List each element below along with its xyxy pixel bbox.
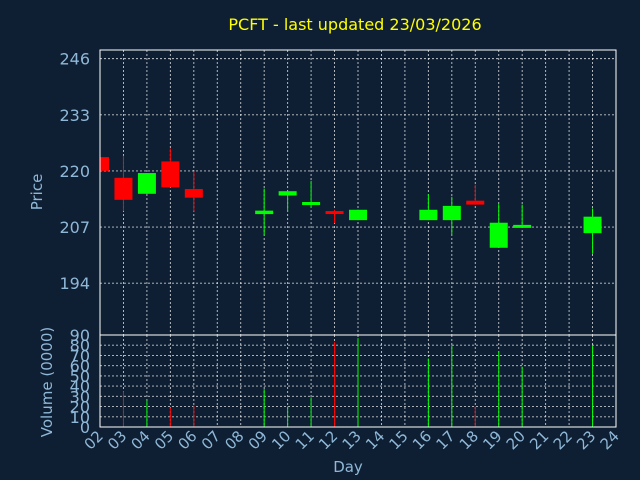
x-tick-label: 18 <box>456 427 482 453</box>
x-tick-label: 20 <box>503 427 529 453</box>
price-tick-label: 220 <box>59 162 90 181</box>
x-tick-label: 04 <box>128 427 154 453</box>
price-tick-label: 207 <box>59 218 90 237</box>
x-tick-label: 15 <box>386 427 412 453</box>
candle-body <box>325 211 344 215</box>
candle-body <box>100 157 109 171</box>
x-tick-label: 09 <box>245 427 271 453</box>
candle-body <box>442 205 461 221</box>
x-tick-label: 16 <box>409 427 435 453</box>
price-y-axis: 194 207 220 233 246 <box>59 50 90 294</box>
candle-body <box>278 191 297 196</box>
volume-tick-label: 90 <box>70 326 90 345</box>
volume-tick-label: 30 <box>70 387 90 406</box>
volume-tick-label: 0 <box>80 418 90 437</box>
candle-body <box>583 216 602 234</box>
candle-body <box>466 200 485 205</box>
price-panel-frame <box>99 49 617 336</box>
volume-tick-label: 10 <box>70 408 90 427</box>
price-tick-label: 194 <box>59 274 90 293</box>
volume-bars <box>122 338 594 427</box>
x-tick-label: 10 <box>268 427 294 453</box>
x-tick-label: 14 <box>362 427 388 453</box>
x-tick-label: 22 <box>550 427 576 453</box>
volume-tick-label: 20 <box>70 398 90 417</box>
candle-body <box>184 189 203 198</box>
x-tick-label: 13 <box>339 427 365 453</box>
x-tick-label: 05 <box>151 427 177 453</box>
x-tick-label: 12 <box>315 427 341 453</box>
x-tick-label: 19 <box>479 427 505 453</box>
x-tick-label: 03 <box>104 427 130 453</box>
candle-body <box>489 222 508 248</box>
volume-tick-label: 60 <box>70 357 90 376</box>
x-tick-label: 17 <box>432 427 458 453</box>
x-tick-label: 11 <box>292 427 318 453</box>
candle-body <box>513 224 532 228</box>
volume-tick-label: 50 <box>70 367 90 386</box>
price-tick-label: 246 <box>59 50 90 69</box>
volume-tick-label: 80 <box>70 336 90 355</box>
x-axis-label: Day <box>333 458 363 476</box>
volume-panel-frame <box>99 334 617 428</box>
candle-body <box>161 161 180 188</box>
chart-title: PCFT - last updated 23/03/2026 <box>228 15 481 34</box>
x-tick-label: 07 <box>198 427 224 453</box>
candle-body <box>302 202 321 205</box>
price-grid <box>99 50 617 335</box>
candle-body <box>419 209 438 221</box>
y-axis-label-volume: Volume (0000) <box>38 327 56 437</box>
candle-body <box>349 209 367 221</box>
volume-tick-label: 70 <box>70 346 90 365</box>
x-tick-label: 08 <box>221 427 247 453</box>
x-tick-label: 21 <box>526 427 552 453</box>
x-tick-label: 23 <box>573 427 599 453</box>
candle-body <box>114 177 133 200</box>
volume-tick-label: 40 <box>70 377 90 396</box>
candle-body <box>137 173 156 194</box>
y-axis-label-price: Price <box>28 174 46 211</box>
candle-body <box>255 210 274 215</box>
x-tick-label: 24 <box>597 427 623 453</box>
x-tick-label: 06 <box>174 427 200 453</box>
price-candles <box>99 148 602 254</box>
x-axis: 0203040506070809101112131415161718192021… <box>81 427 623 453</box>
price-tick-label: 233 <box>59 106 90 125</box>
